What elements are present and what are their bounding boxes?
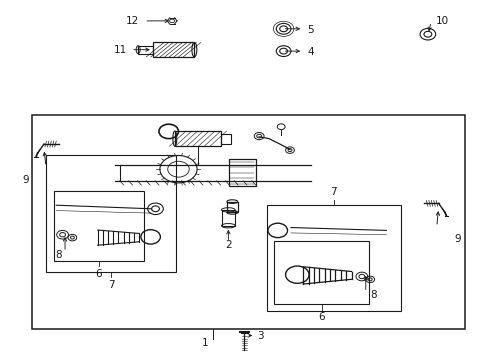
Text: 4: 4	[306, 47, 313, 57]
Bar	[221, 210, 235, 226]
Text: 8: 8	[55, 250, 62, 260]
Bar	[54, 191, 144, 261]
Bar	[221, 134, 231, 144]
Bar	[228, 159, 255, 186]
Text: 9: 9	[454, 234, 461, 244]
Text: 1: 1	[202, 338, 208, 348]
Bar	[273, 241, 368, 304]
Text: 10: 10	[435, 16, 448, 26]
Text: 3: 3	[257, 330, 264, 341]
Text: 11: 11	[114, 45, 127, 55]
Text: 6: 6	[96, 269, 102, 279]
Bar	[46, 155, 176, 272]
Bar	[138, 46, 153, 54]
Text: 5: 5	[306, 24, 313, 35]
Text: 6: 6	[318, 312, 324, 322]
Text: 7: 7	[108, 280, 114, 290]
Bar	[32, 115, 464, 329]
Text: 7: 7	[330, 187, 336, 197]
Text: 9: 9	[22, 175, 29, 185]
Bar	[152, 42, 194, 57]
Text: 8: 8	[370, 290, 377, 300]
Text: 2: 2	[224, 240, 231, 250]
Text: 12: 12	[125, 16, 139, 26]
Bar	[226, 202, 237, 212]
Bar	[175, 131, 221, 146]
Bar	[266, 205, 400, 311]
